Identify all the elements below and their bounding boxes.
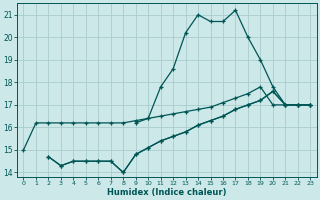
X-axis label: Humidex (Indice chaleur): Humidex (Indice chaleur) — [107, 188, 227, 197]
